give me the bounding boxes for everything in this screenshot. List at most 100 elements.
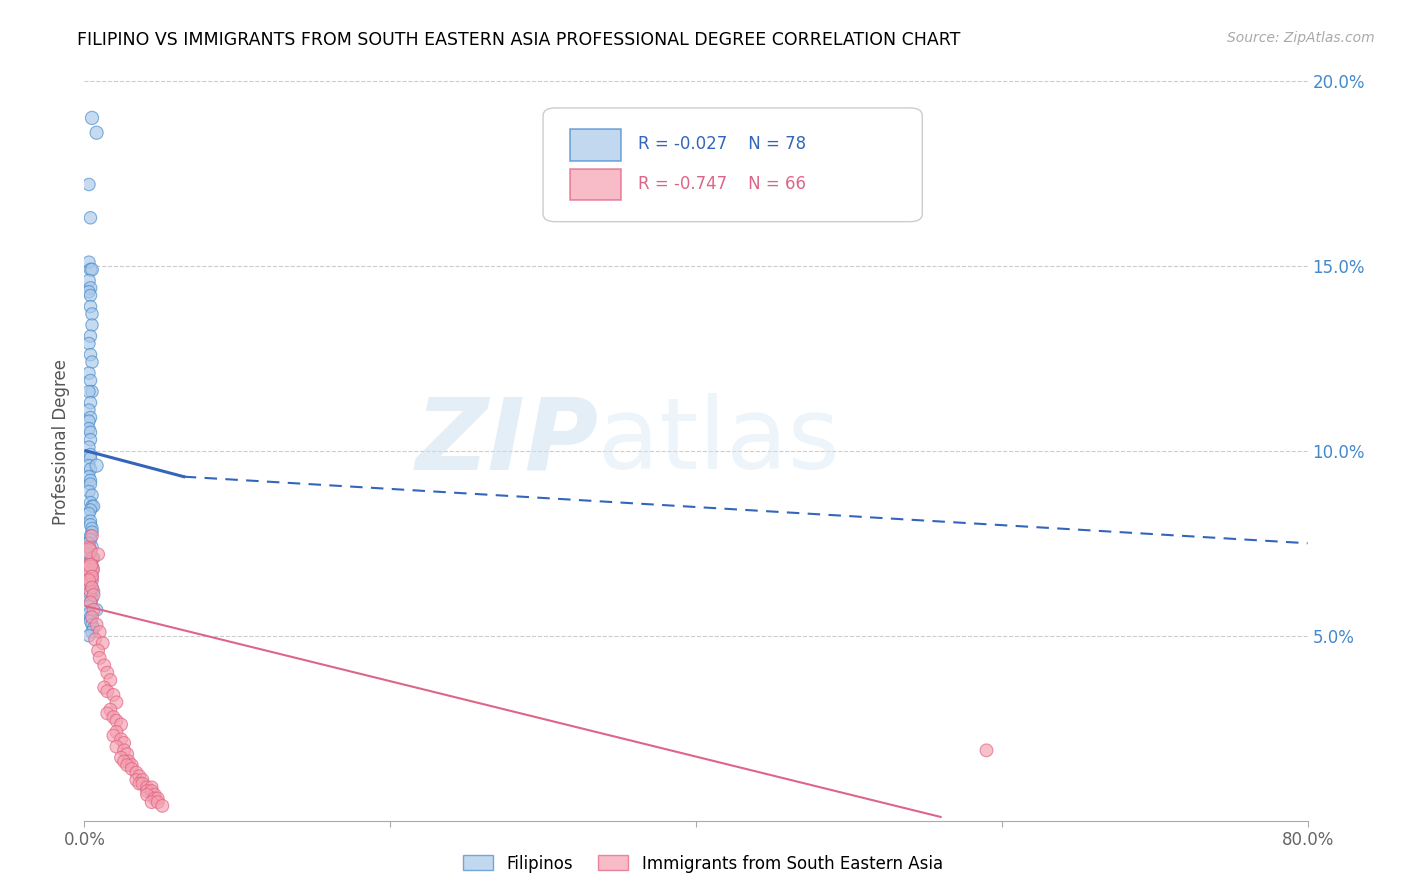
Point: [105, 724, 128, 739]
Point: [83, 621, 105, 635]
FancyBboxPatch shape: [543, 108, 922, 221]
Text: ZIP: ZIP: [415, 393, 598, 490]
Point: [79, 300, 101, 314]
Point: [77, 178, 100, 192]
Point: [79, 451, 101, 466]
Point: [146, 791, 169, 805]
Point: [80, 318, 103, 332]
Point: [80, 540, 103, 554]
Point: [77, 536, 100, 550]
Point: [141, 795, 163, 809]
Point: [79, 529, 101, 543]
Point: [77, 562, 100, 576]
Point: [80, 355, 103, 369]
Point: [80, 581, 103, 595]
Point: [77, 403, 100, 417]
Point: [80, 384, 103, 399]
Point: [79, 410, 101, 425]
Point: [77, 599, 100, 614]
Point: [79, 425, 101, 440]
Point: [79, 281, 101, 295]
Point: [79, 514, 101, 528]
Point: [118, 755, 141, 769]
Point: [80, 569, 103, 583]
Point: [96, 665, 118, 680]
Point: [79, 610, 101, 624]
Point: [79, 517, 101, 532]
Point: [84, 632, 107, 647]
Point: [93, 658, 115, 673]
Point: [77, 484, 100, 499]
Point: [77, 458, 100, 473]
Point: [77, 573, 100, 587]
Point: [121, 762, 143, 776]
Point: [79, 588, 101, 602]
Point: [83, 500, 105, 514]
Text: R = -0.747    N = 66: R = -0.747 N = 66: [638, 175, 807, 193]
Point: [77, 366, 100, 380]
Point: [110, 717, 132, 731]
Point: [80, 617, 103, 632]
Point: [141, 780, 163, 795]
Point: [96, 706, 118, 721]
Point: [79, 288, 101, 302]
Point: [105, 739, 128, 754]
Point: [131, 777, 153, 791]
Point: [80, 525, 103, 540]
Point: [104, 29, 127, 44]
Point: [80, 569, 103, 583]
Point: [143, 791, 166, 805]
FancyBboxPatch shape: [569, 169, 621, 201]
Point: [125, 772, 148, 787]
Point: [79, 573, 101, 587]
Text: Source: ZipAtlas.com: Source: ZipAtlas.com: [1227, 31, 1375, 45]
Point: [86, 617, 108, 632]
Point: [79, 211, 101, 225]
Point: [79, 543, 101, 558]
Point: [98, 703, 121, 717]
Point: [86, 603, 108, 617]
Point: [115, 758, 138, 772]
Point: [80, 625, 103, 640]
Point: [77, 543, 100, 558]
Point: [105, 714, 128, 728]
Point: [77, 336, 100, 351]
Point: [87, 643, 110, 657]
Point: [77, 274, 100, 288]
Point: [121, 758, 143, 772]
Point: [79, 348, 101, 362]
Point: [80, 521, 103, 535]
Point: [128, 769, 150, 783]
Point: [80, 111, 103, 125]
Point: [77, 421, 100, 435]
Point: [80, 500, 103, 514]
Point: [79, 558, 101, 573]
Point: [141, 784, 163, 798]
Point: [79, 555, 101, 569]
Point: [77, 607, 100, 621]
Point: [83, 588, 105, 602]
Point: [79, 477, 101, 491]
Point: [77, 507, 100, 521]
Point: [80, 262, 103, 277]
Point: [112, 755, 135, 769]
Point: [103, 710, 125, 724]
Point: [96, 684, 118, 698]
Point: [79, 262, 101, 277]
Text: atlas: atlas: [598, 393, 839, 490]
Point: [79, 562, 101, 576]
Text: R = -0.027    N = 78: R = -0.027 N = 78: [638, 136, 807, 153]
Point: [110, 732, 132, 747]
Point: [77, 558, 100, 573]
Point: [150, 798, 173, 813]
Point: [79, 495, 101, 509]
Point: [80, 307, 103, 321]
Point: [91, 636, 114, 650]
Point: [79, 433, 101, 447]
Point: [79, 374, 101, 388]
Point: [112, 743, 135, 757]
Point: [79, 503, 101, 517]
Point: [80, 581, 103, 595]
Point: [79, 584, 101, 599]
Point: [77, 255, 100, 269]
